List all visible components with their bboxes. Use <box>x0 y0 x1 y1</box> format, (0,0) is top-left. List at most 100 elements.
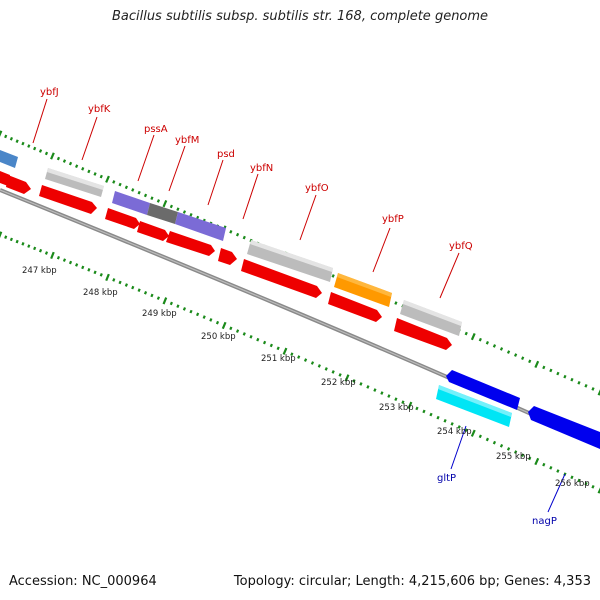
minor-tick <box>118 280 122 285</box>
major-tick <box>50 251 55 260</box>
gene-bar-steelblue[interactable] <box>0 150 18 168</box>
minor-tick <box>485 340 489 345</box>
scale-label: 248 kbp <box>83 288 118 298</box>
minor-tick <box>62 258 67 262</box>
minor-tick <box>478 434 482 439</box>
minor-tick <box>112 278 116 282</box>
major-tick <box>162 297 168 305</box>
major-tick <box>105 175 110 183</box>
minor-tick <box>229 326 233 331</box>
minor-tick <box>169 301 173 306</box>
minor-tick <box>242 332 246 336</box>
minor-tick <box>401 400 405 405</box>
minor-tick <box>262 340 267 345</box>
minor-tick <box>150 293 154 298</box>
minor-tick <box>359 382 363 386</box>
minor-tick <box>464 331 468 336</box>
gene-label-pssA[interactable]: pssA <box>144 124 168 135</box>
major-tick <box>470 429 476 437</box>
minor-tick <box>81 166 85 171</box>
minor-tick <box>118 182 122 187</box>
minor-tick <box>429 412 433 417</box>
minor-tick <box>542 365 546 370</box>
accession-text: Accession: NC_000964 <box>9 574 157 589</box>
genome-summary-text: Topology: circular; Length: 4,215,606 bp… <box>233 574 591 589</box>
minor-tick <box>269 343 273 348</box>
cds-arrow[interactable] <box>137 221 169 241</box>
minor-tick <box>310 361 315 365</box>
minor-tick <box>556 371 560 376</box>
scale-label: 251 kbp <box>261 354 296 364</box>
minor-tick <box>124 283 128 287</box>
gene-label-ybfO[interactable]: ybfO <box>305 183 329 194</box>
major-tick <box>162 199 168 208</box>
minor-tick <box>242 235 246 240</box>
minor-tick <box>577 380 581 385</box>
major-tick <box>221 321 227 330</box>
major-tick <box>50 152 55 160</box>
minor-tick <box>196 312 200 317</box>
gene-label-ybfP[interactable]: ybfP <box>382 214 404 225</box>
major-tick <box>597 486 600 494</box>
cds-arrow[interactable] <box>6 175 31 194</box>
minor-tick <box>21 242 25 246</box>
minor-tick <box>506 350 511 354</box>
minor-tick <box>331 370 335 374</box>
cds-arrow[interactable] <box>166 231 215 256</box>
gene-bar-overlap[interactable] <box>147 203 178 224</box>
major-tick <box>534 457 540 466</box>
minor-tick <box>81 265 85 270</box>
major-tick <box>105 273 110 282</box>
cds-arrow-ybfP[interactable] <box>328 292 382 322</box>
minor-tick <box>352 379 356 383</box>
gene-label-ybfJ[interactable]: ybfJ <box>40 87 59 98</box>
cds-arrow-ybfQ[interactable] <box>394 318 452 350</box>
minor-tick <box>4 235 8 239</box>
minor-tick <box>415 406 419 411</box>
minor-tick <box>68 161 73 166</box>
minor-tick <box>156 296 160 300</box>
minor-tick <box>209 318 213 322</box>
gene-label-psd[interactable]: psd <box>217 149 235 160</box>
minor-tick <box>506 447 511 451</box>
minus-leader-lines <box>450 425 566 513</box>
minor-tick <box>189 309 193 314</box>
minor-tick <box>436 415 440 420</box>
gene-bar-ybfM[interactable] <box>175 212 226 241</box>
gene-label-ybfK[interactable]: ybfK <box>88 104 111 115</box>
scale-label: 254 kbp <box>437 427 472 437</box>
minor-tick <box>93 270 97 275</box>
minor-tick <box>317 364 321 368</box>
cds-arrow-psd[interactable] <box>218 248 237 265</box>
major-tick <box>470 333 476 341</box>
minor-tick <box>44 251 49 255</box>
gene-arrow-nagP[interactable] <box>528 406 600 449</box>
minor-tick <box>182 307 187 311</box>
minor-tick <box>422 409 426 414</box>
plus-strand-features <box>0 150 462 350</box>
gene-label-nagP[interactable]: nagP <box>532 516 557 527</box>
gene-bar-pssA[interactable] <box>112 191 150 215</box>
minor-tick <box>215 320 220 325</box>
minor-tick <box>276 346 280 351</box>
gene-label-ybfM[interactable]: ybfM <box>175 135 199 146</box>
minor-tick <box>15 139 19 143</box>
minor-tick <box>4 134 8 139</box>
minor-tick <box>249 334 253 339</box>
minor-tick <box>137 190 141 195</box>
minor-tick <box>9 237 13 242</box>
minor-tick <box>499 347 504 351</box>
gene-label-ybfN[interactable]: ybfN <box>250 163 273 174</box>
minor-tick <box>38 248 43 253</box>
gene-label-ybfQ[interactable]: ybfQ <box>449 241 473 252</box>
minor-tick <box>457 425 461 429</box>
minor-tick <box>584 384 588 388</box>
cds-arrow[interactable] <box>105 208 140 229</box>
minor-tick <box>143 291 148 295</box>
minor-tick <box>38 149 43 153</box>
cds-arrow-ybfK[interactable] <box>39 185 97 214</box>
minor-tick <box>338 373 342 377</box>
minor-tick <box>156 199 161 203</box>
gene-label-gltP[interactable]: gltP <box>437 473 456 484</box>
minor-tick <box>27 144 31 148</box>
